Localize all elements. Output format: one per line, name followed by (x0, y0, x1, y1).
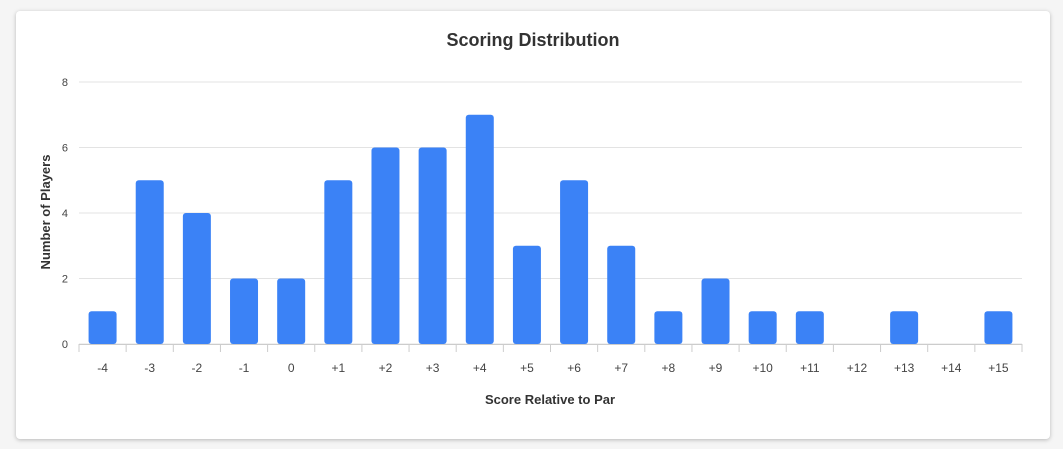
y-tick-label: 8 (62, 77, 68, 89)
x-axis-ticks: -4 -3 -2 -1 0 +1 +2 +3 +4 +5 +6 +7 +8 +9 +10 +11 +12 +13 +… (97, 361, 1009, 375)
x-tick-label: +9 (709, 361, 723, 375)
bar-+2[interactable] (371, 147, 400, 345)
bar-+13[interactable] (890, 311, 919, 344)
bar-+8[interactable] (654, 311, 683, 344)
x-tick-label: +7 (614, 361, 628, 375)
x-tick-label: -4 (97, 361, 108, 375)
x-tick-label: +5 (520, 361, 534, 375)
grid-lines (79, 81, 1022, 345)
bar-+5[interactable] (512, 245, 541, 344)
bars (88, 114, 1013, 345)
x-tick-label: +4 (473, 361, 487, 375)
bar--1[interactable] (230, 278, 259, 345)
bar--4[interactable] (88, 311, 117, 344)
bar-+1[interactable] (324, 180, 353, 344)
x-tick-label: -2 (192, 361, 203, 375)
x-tick-label: -3 (144, 361, 155, 375)
bar-0[interactable] (277, 278, 306, 345)
x-tick-label: +8 (662, 361, 676, 375)
x-tick-label: +14 (941, 361, 962, 375)
bar--2[interactable] (182, 213, 211, 344)
x-tick-label: -1 (239, 361, 250, 375)
y-tick-label: 0 (62, 339, 68, 351)
x-tick-label: +1 (331, 361, 345, 375)
y-tick-label: 2 (62, 274, 68, 286)
x-tick-label: +15 (988, 361, 1009, 375)
y-tick-label: 4 (62, 208, 68, 220)
x-tick-label: +2 (379, 361, 393, 375)
bar-+3[interactable] (418, 147, 447, 345)
x-tick-label: +13 (894, 361, 915, 375)
bar-+6[interactable] (560, 180, 589, 344)
y-tick-label: 6 (62, 143, 68, 155)
x-tick-label: +6 (567, 361, 581, 375)
bar-+7[interactable] (607, 245, 636, 344)
chart-title: Scoring Distribution (447, 30, 620, 50)
bar-+4[interactable] (465, 114, 494, 344)
x-tick-label: +11 (800, 361, 820, 375)
bar-+15[interactable] (984, 311, 1013, 344)
bar-+10[interactable] (748, 311, 777, 344)
x-tick-label: +10 (752, 361, 773, 375)
y-axis-label: Number of Players (38, 155, 53, 270)
bar-+11[interactable] (795, 311, 824, 344)
bar--3[interactable] (135, 180, 164, 344)
x-tick-label: +12 (847, 361, 868, 375)
x-tick-label: +3 (426, 361, 440, 375)
x-axis (78, 344, 1023, 352)
bar-+9[interactable] (701, 278, 730, 345)
y-axis-ticks: 0 2 4 6 8 (62, 77, 68, 351)
x-axis-label: Score Relative to Par (485, 392, 615, 407)
x-tick-label: 0 (288, 361, 295, 375)
